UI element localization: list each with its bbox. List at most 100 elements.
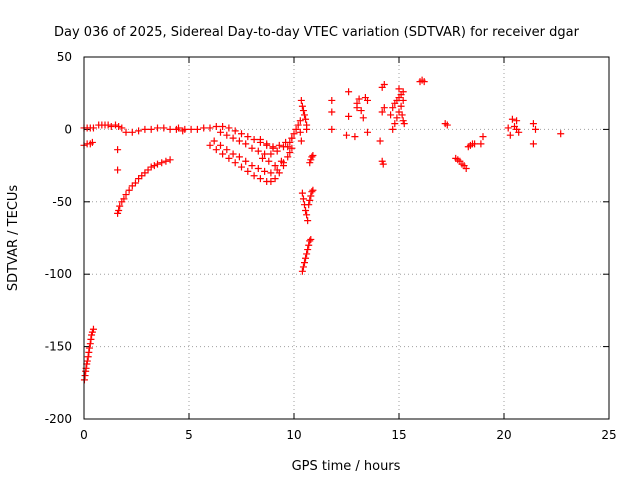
y-tick-labels: -200 -150 -100 -50 0 50 <box>45 50 72 426</box>
data-series-sdtvar <box>80 76 565 384</box>
data-point <box>297 137 305 145</box>
data-point <box>307 192 315 200</box>
data-point <box>305 241 313 249</box>
data-point <box>275 169 283 177</box>
data-point <box>504 124 512 132</box>
data-point <box>112 121 119 129</box>
data-point <box>508 115 516 123</box>
data-point <box>244 133 252 141</box>
data-point <box>397 102 405 110</box>
data-point <box>296 117 304 125</box>
data-point <box>114 166 122 174</box>
y-tick-label: -200 <box>45 412 72 426</box>
x-tick-label: 25 <box>601 428 616 442</box>
grid-lines <box>84 57 609 419</box>
data-point <box>357 107 365 115</box>
data-point <box>302 254 310 262</box>
data-point <box>290 130 298 138</box>
data-point <box>557 130 565 138</box>
data-point <box>400 120 408 128</box>
y-tick-label: -150 <box>45 340 72 354</box>
data-point <box>86 340 94 348</box>
plot-frame <box>83 56 610 420</box>
data-point <box>378 108 386 116</box>
data-point <box>376 137 384 145</box>
data-point <box>125 186 133 194</box>
data-point <box>351 133 359 141</box>
data-point <box>229 150 237 158</box>
data-point <box>120 195 128 203</box>
data-point <box>420 78 428 86</box>
data-point <box>212 146 220 154</box>
data-point <box>187 125 195 133</box>
data-point <box>206 124 214 132</box>
data-point <box>267 178 275 186</box>
data-point <box>217 141 224 149</box>
data-point <box>288 134 296 142</box>
data-point <box>271 162 279 170</box>
data-point <box>248 162 256 170</box>
data-point <box>259 154 266 162</box>
data-point <box>147 125 155 133</box>
x-tick-label: 10 <box>286 428 301 442</box>
data-point <box>84 353 92 361</box>
data-point <box>380 81 388 89</box>
data-point <box>271 175 279 183</box>
data-point <box>122 128 130 136</box>
data-point <box>364 96 371 104</box>
data-point <box>206 141 214 149</box>
data-point <box>443 121 451 129</box>
data-point <box>389 104 397 112</box>
data-point <box>104 121 112 129</box>
data-point <box>219 150 227 158</box>
x-axis-title: GPS time / hours <box>292 459 401 474</box>
data-point <box>298 189 306 197</box>
data-point <box>166 125 174 133</box>
data-point <box>254 147 262 155</box>
data-point <box>529 120 537 128</box>
data-point <box>135 127 143 135</box>
data-point <box>154 124 161 132</box>
data-point <box>158 159 166 167</box>
data-point <box>81 372 89 380</box>
data-point <box>299 263 307 271</box>
data-point <box>248 144 256 152</box>
data-point <box>355 95 363 103</box>
data-point <box>284 153 292 161</box>
data-point <box>328 96 336 104</box>
data-point <box>298 267 306 275</box>
data-point <box>391 120 399 128</box>
data-point <box>87 335 95 343</box>
data-point <box>345 112 353 120</box>
data-point <box>532 125 539 133</box>
data-point <box>141 125 149 133</box>
data-point <box>299 195 307 203</box>
data-point <box>471 140 479 148</box>
data-point <box>353 99 361 107</box>
data-point <box>343 131 350 139</box>
data-point <box>399 96 407 104</box>
data-point <box>364 128 371 136</box>
data-point <box>297 96 305 104</box>
data-point <box>122 191 130 199</box>
data-point <box>301 111 308 119</box>
data-point <box>269 144 277 152</box>
data-point <box>162 157 170 165</box>
data-point <box>250 136 258 144</box>
data-point <box>328 125 336 133</box>
data-point <box>286 149 294 157</box>
data-point <box>301 259 308 267</box>
data-point <box>212 123 220 131</box>
y-tick-label: -50 <box>52 195 72 209</box>
data-point <box>244 167 252 175</box>
data-point <box>225 154 233 162</box>
axis-ticks <box>83 56 610 420</box>
data-point <box>308 188 316 196</box>
data-point <box>242 157 250 165</box>
x-tick-labels: 0 5 10 15 20 25 <box>80 428 616 442</box>
data-point <box>200 124 208 132</box>
data-point <box>89 325 97 333</box>
data-point <box>85 348 93 356</box>
data-point <box>250 172 258 180</box>
data-point <box>398 111 406 119</box>
